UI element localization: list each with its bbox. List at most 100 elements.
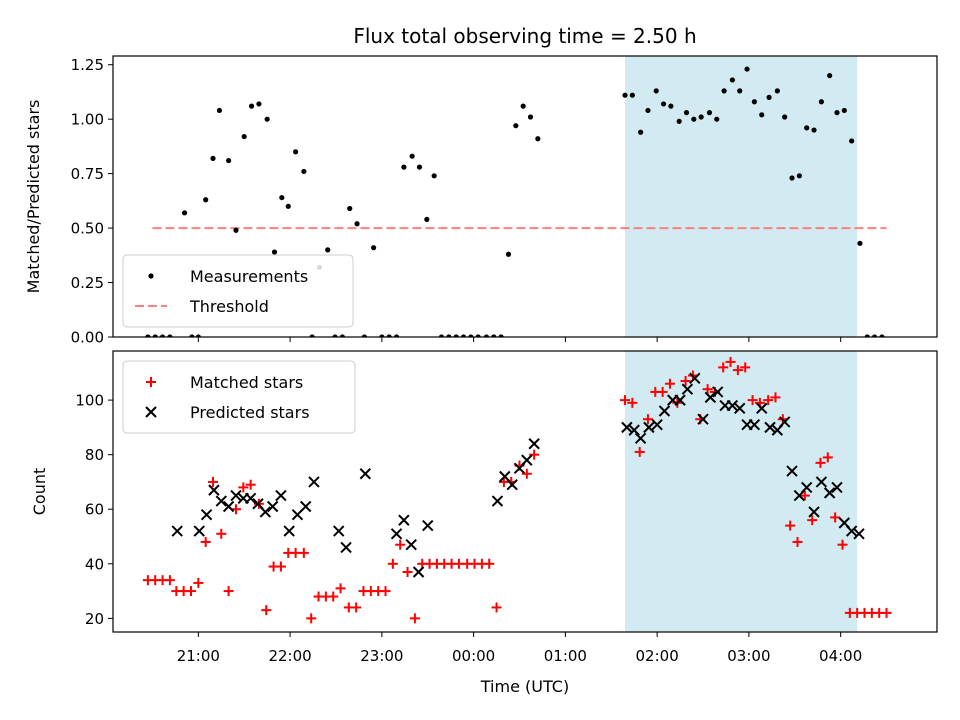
measurements-point (864, 334, 870, 337)
measurements-point (203, 197, 209, 203)
matched-stars-point (837, 539, 848, 550)
measurements-point (325, 247, 331, 253)
measurements-point (535, 136, 541, 142)
shaded-interval (625, 351, 858, 632)
y-tick-label: 0.25 (71, 274, 104, 292)
y-tick-label: 80 (85, 446, 104, 464)
measurements-point (714, 116, 720, 122)
measurements-point (241, 133, 247, 140)
measurements-point (475, 334, 481, 337)
measurements-point (737, 88, 743, 94)
matched-stars-point (491, 602, 502, 613)
y-tick-label: 1.25 (71, 56, 104, 74)
measurements-point (167, 334, 173, 337)
predicted-stars-point (215, 495, 227, 507)
measurements-point (309, 334, 315, 337)
matched-stars-point (395, 539, 406, 550)
measurements-point (645, 107, 651, 114)
x-tick-label: 00:00 (452, 647, 495, 665)
predicted-stars-point (778, 416, 791, 428)
matched-stars-point (351, 602, 362, 613)
matched-stars-point (387, 558, 398, 569)
measurements-point (729, 77, 735, 83)
predicted-stars-point (266, 500, 279, 513)
measurements-point (622, 92, 628, 98)
y-tick-label: 0.75 (71, 165, 104, 183)
legend: Measurements Threshold (122, 254, 354, 328)
matched-stars-point (740, 362, 751, 373)
predicted-stars-point (621, 421, 633, 434)
measurements-point (271, 249, 278, 255)
measurements-point (638, 129, 644, 135)
measurements-point (818, 99, 824, 105)
predicted-stars-point (528, 438, 540, 450)
predicted-stars-point (422, 519, 434, 532)
measurements-point (195, 334, 201, 337)
matched-stars-point (815, 457, 826, 468)
measurements-point (401, 164, 407, 170)
matched-stars-point (223, 586, 234, 597)
predicted-stars-point (748, 418, 761, 431)
measurements-point (416, 164, 423, 170)
measurements-point (438, 334, 445, 337)
y-tick-label: 20 (85, 610, 104, 628)
measurements-point (841, 107, 847, 114)
predicted-stars-point (734, 402, 746, 414)
matched-stars-point (680, 376, 691, 387)
predicted-stars-point (244, 492, 257, 505)
measurements-point (483, 334, 490, 337)
measurements-point (152, 334, 158, 337)
x-tick-label: 02:00 (636, 647, 679, 665)
predicted-stars-point (674, 394, 686, 406)
measurements-point (285, 203, 291, 209)
measurements-point (698, 114, 704, 120)
matched-stars-point (328, 591, 339, 602)
measurements-point (759, 112, 765, 118)
matched-stars-point (306, 613, 317, 624)
predicted-stars-point (764, 421, 776, 434)
predicted-stars-point (815, 476, 828, 488)
matched-stars-point (770, 392, 781, 403)
predicted-stars-point (230, 489, 242, 502)
legend-frame (122, 360, 356, 434)
legend: Matched stars Predicted stars (122, 360, 356, 434)
measurements-point (431, 173, 437, 179)
measurements-point (393, 334, 400, 337)
matched-stars-point (484, 558, 495, 569)
measurements-point (520, 103, 526, 109)
matched-stars-point (261, 605, 272, 616)
measurements-point (691, 116, 697, 122)
measurements-point (721, 88, 727, 94)
predicted-stars-point (704, 391, 717, 404)
measurements-point (361, 334, 368, 337)
measurements-point (468, 334, 474, 337)
matched-stars-point (763, 395, 774, 406)
measurements-point (145, 334, 151, 337)
matched-stars-point (664, 378, 675, 389)
matched-stars-point (380, 586, 391, 597)
bottom-panel: 20 40 60 80 100 21:00 22:00 23:00 00:00 01:00 02:0… (30, 350, 938, 665)
matched-stars-point (881, 607, 892, 618)
measurements-point (293, 149, 299, 155)
measurements-point (453, 334, 459, 337)
measurements-point (339, 334, 345, 337)
y-axis-label: Matched/Predicted stars (24, 100, 43, 294)
measurements-point (332, 334, 338, 337)
legend-marker-measurements (148, 273, 154, 279)
matched-stars-point (822, 452, 833, 463)
measurements-point (498, 334, 504, 337)
predicted-stars-point (786, 465, 798, 477)
measurements-point (789, 175, 795, 181)
measurements-point (782, 114, 788, 120)
x-tick-label: 22:00 (268, 647, 311, 665)
matched-stars-point (216, 528, 227, 539)
measurements-point (379, 334, 385, 337)
measurements-point (189, 334, 195, 337)
measurements-point (676, 118, 682, 124)
measurements-point (766, 94, 772, 100)
matched-stars-point (792, 536, 803, 547)
y-axis-label: Count (30, 468, 49, 516)
matched-stars-point (732, 365, 743, 376)
measurements-point (248, 103, 255, 109)
